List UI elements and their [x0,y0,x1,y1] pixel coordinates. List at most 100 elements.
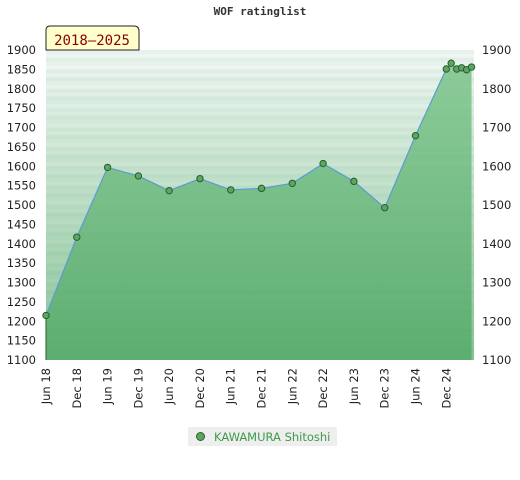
y-axis-right: 1100 1200 1300 1400 1500 1600 1700 1800 1900 [482,43,511,367]
x-tick-label: Dec 23 [378,368,392,409]
grid-band [46,174,474,178]
y-tick-label: 1550 [7,179,36,193]
grid-band [46,131,474,136]
grid-band [46,150,474,155]
grid-band [46,73,474,78]
grid-band [46,53,474,58]
grid-band [46,177,474,182]
legend-series-name: KAWAMURA Shitoshi [214,429,331,444]
data-point[interactable] [442,65,450,73]
y-tick-label: 1500 [7,198,36,212]
y-tick-label: 1900 [7,43,36,57]
y-tick-label: 1650 [7,140,36,154]
grid-band [46,77,474,81]
y2-tick-label: 1700 [482,121,511,135]
y-tick-label: 1150 [7,334,36,348]
grid-band [46,170,474,174]
grid-band [46,81,474,85]
y-tick-label: 1350 [7,256,36,270]
grid-band [46,166,474,171]
grid-band [46,123,474,128]
y-tick-label: 1200 [7,314,36,328]
x-tick-label: Dec 21 [255,368,269,409]
y2-tick-label: 1400 [482,237,511,251]
x-axis: Jun 18 Dec 18 Jun 19 Dec 19 Jun 20 Dec 20 Jun … [39,368,453,409]
y2-tick-label: 1300 [482,276,511,290]
y2-tick-label: 1100 [482,353,511,367]
y-tick-label: 1700 [7,121,36,135]
grid-band [46,92,474,97]
grid-band [46,61,474,66]
chart-title: WOF ratinglist [213,5,307,18]
period-badge-label: 2018–2025 [54,33,130,49]
data-point[interactable] [165,186,173,195]
x-tick-label: Jun 18 [39,368,53,405]
legend-marker [196,432,205,441]
grid-band [46,84,474,89]
y-tick-label: 1800 [7,82,36,96]
x-tick-label: Dec 19 [131,368,145,409]
grid-band [46,115,474,120]
grid-band [46,162,474,167]
x-tick-label: Dec 24 [439,368,453,409]
x-tick-label: Jun 19 [101,368,115,405]
y-tick-label: 1250 [7,295,36,309]
x-tick-label: Jun 20 [162,368,176,405]
y-tick-label: 1300 [7,276,36,290]
x-tick-label: Dec 20 [193,368,207,409]
data-point[interactable] [257,184,266,193]
grid-band [46,158,474,163]
data-point[interactable] [73,233,81,241]
data-point[interactable] [134,172,143,180]
grid-band [46,65,474,70]
data-point[interactable] [288,179,297,188]
x-tick-label: Dec 22 [316,368,330,409]
grid-band [46,154,474,159]
y2-tick-label: 1500 [482,198,511,212]
data-point[interactable] [196,174,204,183]
grid-band [46,119,474,124]
grid-band [46,108,474,112]
grid-band [46,181,474,186]
x-tick-label: Jun 22 [285,368,299,405]
series-area [46,63,472,360]
y2-tick-label: 1800 [482,82,511,96]
y-tick-label: 1600 [7,159,36,173]
y-tick-label: 1850 [7,62,36,76]
data-point[interactable] [103,163,112,172]
x-tick-label: Jun 24 [408,368,422,405]
y2-tick-label: 1900 [482,43,511,57]
data-point[interactable] [411,131,420,140]
grid-band [46,88,474,93]
legend: KAWAMURA Shitoshi [188,427,338,446]
grid-band [46,139,474,143]
grid-band [46,104,474,109]
data-point[interactable] [350,177,358,186]
data-point[interactable] [319,159,327,168]
period-badge: 2018–2025 [45,25,140,51]
data-point[interactable] [467,63,476,71]
y-tick-label: 1450 [7,217,36,231]
data-point[interactable] [42,311,50,320]
data-point[interactable] [447,59,455,67]
grid-band [46,57,474,62]
x-tick-label: Jun 23 [347,368,361,405]
y-tick-label: 1750 [7,101,36,115]
grid-band [46,100,474,105]
grid-band [46,127,474,132]
x-tick-label: Dec 18 [70,368,84,409]
y-axis-left: 1100 1150 1200 1250 1300 1350 1400 1450 1500 1550… [7,43,36,367]
grid-band [46,96,474,101]
grid-band [46,112,474,116]
y-tick-label: 1100 [7,353,36,367]
grid-band [46,69,474,74]
y-tick-label: 1400 [7,237,36,251]
y2-tick-label: 1600 [482,159,511,173]
x-tick-label: Jun 21 [224,368,238,405]
data-point[interactable] [381,204,389,212]
data-point[interactable] [227,186,235,194]
grid-band [46,50,474,54]
grid-band [46,135,474,140]
grid-band [46,146,474,151]
